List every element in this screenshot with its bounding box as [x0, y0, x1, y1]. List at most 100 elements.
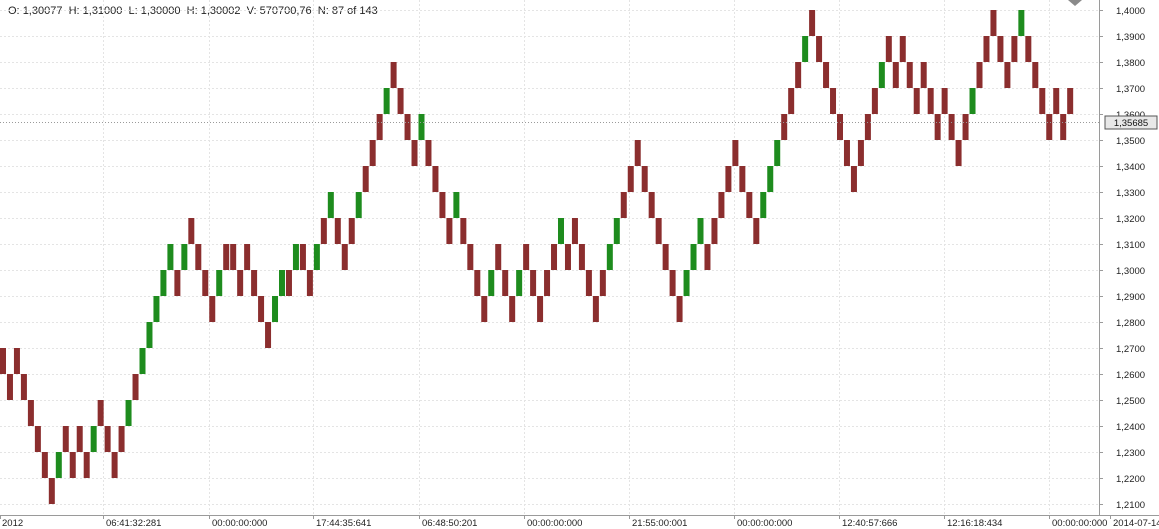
- y-tick-label: 1,2800: [1116, 318, 1145, 329]
- renko-brick: [83, 452, 90, 478]
- renko-brick: [55, 452, 62, 478]
- renko-brick: [850, 166, 857, 192]
- renko-brick: [509, 296, 516, 322]
- renko-brick: [195, 244, 202, 270]
- renko-brick: [390, 62, 397, 88]
- renko-brick: [948, 114, 955, 140]
- price-tag-label: 1,35685: [1114, 118, 1148, 129]
- renko-brick: [167, 244, 174, 270]
- x-tick-label: 00:00:00:000: [212, 518, 267, 529]
- renko-brick: [467, 244, 474, 270]
- x-tick-label: 00:00:00:000: [527, 518, 582, 529]
- y-axis: 1,2100 1,2200 1,2300 1,2400 1,2500 1,2600 1,27…: [1099, 6, 1145, 511]
- renko-brick: [857, 140, 864, 166]
- renko-brick: [502, 270, 509, 296]
- renko-brick: [1060, 114, 1067, 140]
- triangle-down-icon[interactable]: [1068, 0, 1082, 6]
- renko-brick: [516, 270, 523, 296]
- renko-brick: [934, 114, 941, 140]
- y-tick-label: 1,3700: [1116, 84, 1145, 95]
- renko-brick: [864, 114, 871, 140]
- y-tick-label: 1,3400: [1116, 162, 1145, 173]
- open-value: 1,30077: [22, 5, 63, 17]
- renko-brick: [6, 374, 13, 400]
- renko-brick: [285, 270, 292, 296]
- renko-brick: [48, 478, 55, 504]
- renko-brick: [990, 10, 997, 36]
- renko-brick: [613, 218, 620, 244]
- renko-brick: [265, 322, 272, 348]
- renko-brick: [620, 192, 627, 218]
- renko-brick: [683, 270, 690, 296]
- renko-brick: [425, 140, 432, 166]
- renko-brick: [1067, 88, 1074, 114]
- renko-brick: [237, 270, 244, 296]
- renko-brick: [760, 192, 767, 218]
- renko-brick: [830, 88, 837, 114]
- renko-brick: [474, 270, 481, 296]
- renko-brick: [1018, 10, 1025, 36]
- brick-series: [0, 10, 1074, 504]
- renko-brick: [418, 114, 425, 140]
- renko-brick: [962, 114, 969, 140]
- grid-lines: [0, 0, 1099, 515]
- renko-brick: [118, 426, 125, 452]
- renko-brick: [495, 244, 502, 270]
- renko-brick: [383, 88, 390, 114]
- renko-brick: [906, 62, 913, 88]
- renko-brick: [558, 218, 564, 244]
- x-tick-label: 00:00:00:000: [1052, 518, 1107, 529]
- renko-brick: [132, 374, 139, 400]
- x-axis: 2012 06:41:32:281 00:00:00:000 17:44:35:641…: [0, 515, 1159, 529]
- renko-brick: [90, 426, 97, 452]
- renko-brick: [69, 452, 76, 478]
- renko-brick: [481, 296, 488, 322]
- renko-brick: [0, 348, 6, 374]
- renko-brick: [544, 270, 551, 296]
- price-tag-box: [1104, 115, 1158, 130]
- renko-brick: [892, 62, 899, 88]
- renko-brick: [969, 88, 976, 114]
- y-tick-label: 1,2500: [1116, 396, 1145, 407]
- renko-brick: [920, 62, 927, 88]
- renko-brick: [802, 36, 809, 62]
- x-tick-label: 21:55:00:001: [632, 518, 687, 529]
- renko-brick: [27, 400, 34, 426]
- renko-brick: [704, 244, 711, 270]
- renko-brick: [460, 218, 467, 244]
- renko-brick: [690, 244, 697, 270]
- x-tick-label: 2012: [2, 518, 23, 529]
- y-tick-label: 1,3900: [1116, 32, 1145, 43]
- renko-brick: [13, 348, 20, 374]
- renko-brick: [306, 270, 313, 296]
- x-tick-label: 12:16:18:434: [947, 518, 1002, 529]
- renko-brick: [976, 62, 983, 88]
- renko-brick: [627, 166, 634, 192]
- renko-brick: [272, 296, 279, 322]
- renko-brick: [216, 270, 223, 296]
- renko-brick: [244, 244, 251, 270]
- renko-brick: [823, 62, 830, 88]
- renko-brick: [1011, 36, 1018, 62]
- y-tick-label: 1,2900: [1116, 292, 1145, 303]
- renko-brick: [20, 374, 27, 400]
- renko-brick: [711, 218, 718, 244]
- renko-brick: [174, 270, 181, 296]
- renko-brick: [1053, 88, 1060, 114]
- renko-brick: [202, 270, 209, 296]
- renko-brick: [223, 244, 230, 270]
- renko-brick: [209, 296, 216, 322]
- renko-brick: [746, 192, 753, 218]
- renko-brick: [871, 88, 878, 114]
- renko-brick: [320, 218, 327, 244]
- x-tick-label: 00:00:00:000: [737, 518, 792, 529]
- renko-brick: [551, 244, 558, 270]
- renko-brick: [648, 192, 655, 218]
- y-tick-label: 1,2200: [1116, 474, 1145, 485]
- price-tag: 1,35685: [1104, 115, 1158, 130]
- y-tick-label: 1,2100: [1116, 500, 1145, 511]
- y-tick-label: 1,3100: [1116, 240, 1145, 251]
- renko-brick: [153, 296, 160, 322]
- renko-brick: [899, 36, 906, 62]
- renko-brick: [1039, 88, 1046, 114]
